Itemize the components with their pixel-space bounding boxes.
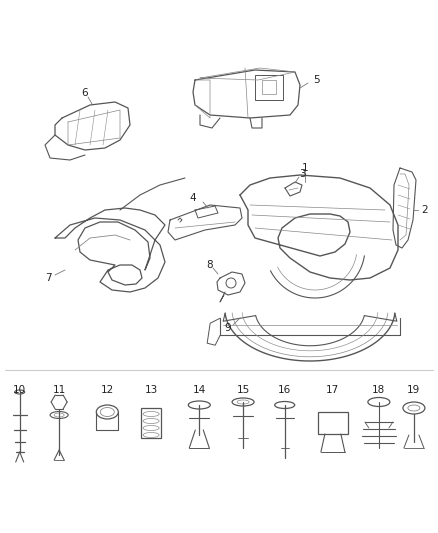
Text: 16: 16 — [278, 385, 291, 395]
Text: 14: 14 — [193, 385, 206, 395]
Bar — [141, 408, 161, 438]
Text: 10: 10 — [13, 385, 26, 395]
Text: 11: 11 — [53, 385, 66, 395]
Text: 13: 13 — [145, 385, 158, 395]
Text: 6: 6 — [82, 88, 88, 98]
Text: 18: 18 — [372, 385, 385, 395]
Text: 19: 19 — [407, 385, 420, 395]
Text: 5: 5 — [313, 75, 319, 85]
Text: 8: 8 — [207, 260, 213, 270]
Text: 12: 12 — [101, 385, 114, 395]
Text: 7: 7 — [45, 273, 51, 283]
Text: 3: 3 — [299, 169, 305, 179]
Bar — [262, 80, 276, 94]
Text: 9: 9 — [225, 323, 231, 333]
Text: 17: 17 — [326, 385, 339, 395]
Bar — [255, 75, 283, 100]
Bar — [318, 412, 348, 434]
Text: 4: 4 — [190, 193, 196, 203]
Text: 1: 1 — [302, 163, 308, 173]
Text: 15: 15 — [237, 385, 250, 395]
Text: 2: 2 — [422, 205, 428, 215]
